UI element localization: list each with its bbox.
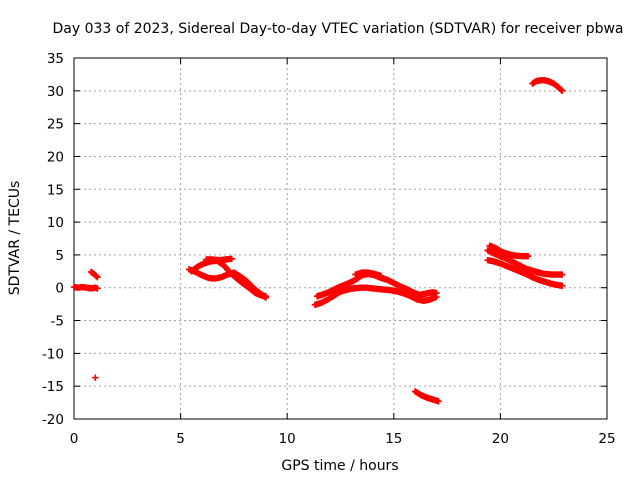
y-tick-label: 0 xyxy=(55,281,64,297)
x-axis: 0 5 10 15 20 25 xyxy=(70,58,616,447)
data-points xyxy=(70,77,566,405)
data-point xyxy=(524,253,532,260)
data-point xyxy=(377,272,385,280)
plot-frame xyxy=(73,57,608,420)
data-point xyxy=(262,293,270,300)
y-tick-label: -20 xyxy=(42,412,64,428)
y-axis: -20 -15 -10 -5 0 5 10 15 20 25 30 35 xyxy=(42,51,607,428)
data-point xyxy=(433,289,440,297)
x-tick-label: 25 xyxy=(598,431,615,447)
y-tick-label: 5 xyxy=(55,248,64,264)
data-point xyxy=(435,398,442,405)
y-tick-label: 10 xyxy=(47,215,64,231)
x-tick-label: 10 xyxy=(279,431,296,447)
series-sdtvar xyxy=(70,77,566,405)
data-point xyxy=(93,273,100,280)
x-tick-label: 5 xyxy=(176,431,185,447)
y-tick-label: -15 xyxy=(42,379,64,395)
grid-lines xyxy=(74,58,607,419)
data-point xyxy=(559,87,566,95)
x-tick-label: 0 xyxy=(70,431,79,447)
y-axis-label: SDTVAR / TECUs xyxy=(7,181,23,296)
y-tick-label: -10 xyxy=(42,346,64,362)
data-point xyxy=(94,274,101,281)
data-point xyxy=(559,282,566,289)
y-tick-label: 30 xyxy=(47,84,64,100)
x-tick-label: 15 xyxy=(385,431,402,447)
data-point xyxy=(92,374,99,381)
data-point xyxy=(228,255,235,263)
y-tick-label: -5 xyxy=(51,314,64,330)
data-point xyxy=(94,285,101,292)
x-axis-label: GPS time / hours xyxy=(281,458,398,474)
y-tick-label: 15 xyxy=(47,182,64,198)
y-tick-label: 35 xyxy=(47,51,64,67)
y-tick-label: 25 xyxy=(47,117,64,133)
chart-title: Day 033 of 2023, Sidereal Day-to-day VTE… xyxy=(52,21,623,37)
x-tick-label: 20 xyxy=(492,431,509,447)
y-tick-label: 20 xyxy=(47,149,64,165)
data-point xyxy=(559,271,566,278)
